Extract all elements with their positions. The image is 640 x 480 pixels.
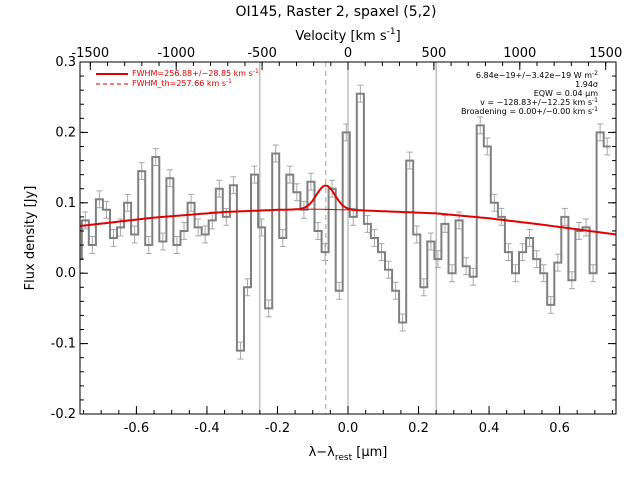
annotation-line: Broadening = 0.00+/−0.00 km s-1: [461, 106, 598, 116]
annotation-text: 6.84e−19+/−3.42e−19 W m: [476, 71, 592, 80]
annotation-line: 6.84e−19+/−3.42e−19 W m-2: [476, 70, 598, 80]
top-tick-label: -1000: [157, 46, 195, 61]
annotation-text: v = −128.83+/−12.25 km s: [480, 98, 592, 107]
y-tick-label: 0.1: [55, 196, 76, 211]
annotation-text: 1.94σ: [575, 80, 598, 89]
x-tick-label: -0.6: [124, 421, 149, 436]
chart-title: OI145, Raster 2, spaxel (5,2): [236, 4, 437, 20]
flux-histogram: [80, 92, 611, 352]
y-axis-label: Flux density [Jy]: [23, 186, 38, 291]
data-series: [80, 92, 611, 352]
legend-entry: FWHM=256.88+/−28.85 km s-1: [132, 68, 259, 78]
y-tick-label: 0.2: [55, 125, 76, 140]
fit-gaussian: [79, 184, 617, 236]
y-tick-label: 0.3: [55, 55, 76, 70]
annotation-line: EQW = 0.04 μm: [534, 89, 598, 98]
y-tick-label: 0.0: [55, 266, 76, 281]
y-tick-label: -0.1: [51, 337, 76, 352]
legend: FWHM=256.88+/−28.85 km s-1FWHM_th=257.66…: [96, 68, 259, 88]
plot-frame: [79, 61, 617, 415]
legend-entry-sup: -1: [226, 78, 232, 85]
annotation-text: Broadening = 0.00+/−0.00 km s: [461, 107, 592, 116]
fit-series: [79, 184, 617, 236]
error-bars: [82, 84, 611, 360]
x-tick-label: 0.0: [338, 421, 359, 436]
x-tick-label: 0.6: [549, 421, 570, 436]
annotation-text: EQW = 0.04 μm: [534, 89, 598, 98]
x-tick-label: -0.4: [194, 421, 219, 436]
annotation-line: v = −128.83+/−12.25 km s-1: [480, 97, 598, 107]
legend-entry-label: FWHM=256.88+/−28.85 km s: [132, 69, 253, 78]
axis-ticks: -0.6 -0.4 -0.2 0.0 0.2 0.4 0.6 -0.2 -0.1 0.0 0.1 0.…: [51, 46, 623, 436]
legend-entry: FWHM_th=257.66 km s-1: [132, 78, 232, 88]
annotation-sup: -1: [592, 97, 598, 104]
x-tick-label: 0.2: [408, 421, 429, 436]
legend-entry-sup: -1: [253, 68, 259, 75]
annotation-sup: -2: [592, 70, 598, 77]
top-tick-label: 1500: [589, 46, 622, 61]
annotation-line: 1.94σ: [575, 80, 598, 89]
top-tick-label: 0: [344, 46, 352, 61]
guide-lines: [259, 62, 437, 414]
x-tick-label: 0.4: [479, 421, 500, 436]
top-tick-label: 500: [421, 46, 446, 61]
top-tick-label: -1500: [71, 46, 109, 61]
y-tick-label: -0.2: [51, 407, 76, 422]
top-tick-label: -500: [247, 46, 277, 61]
top-tick-label: 1000: [503, 46, 536, 61]
x-axis-label: λ−λrest [μm]: [309, 445, 388, 463]
legend-entry-label: FWHM_th=257.66 km s: [132, 79, 226, 88]
x-tick-label: -0.2: [265, 421, 290, 436]
top-axis-label: Velocity [km s-1]: [295, 27, 400, 44]
annotation-sup: -1: [592, 106, 598, 113]
